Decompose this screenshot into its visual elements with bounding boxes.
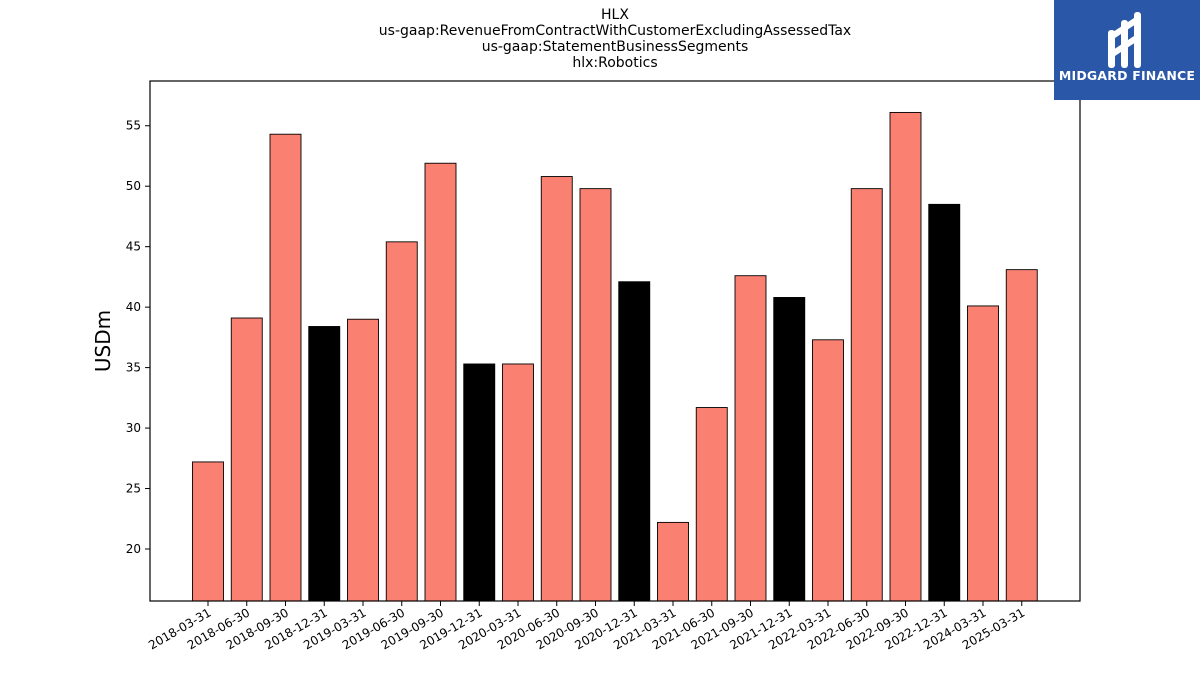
y-tick-label: 20 [126,542,141,556]
bar-2018-09-30 [269,133,302,602]
bar-2020-09-30 [579,188,612,602]
y-tick-label: 40 [126,300,141,314]
bars-group [192,111,1038,602]
title-line-ticker: HLX [601,7,629,23]
y-axis-label: USDm [91,310,115,372]
bar-2021-03-31 [657,521,689,602]
y-tick-label: 35 [126,361,141,375]
bar-2019-09-30 [424,162,457,602]
bar-2022-09-30 [889,111,922,602]
bar-2018-06-30 [230,317,263,602]
bar-2021-06-30 [695,407,728,602]
bar-2025-03-31 [1005,269,1038,602]
bar-2022-12-31 [928,203,961,602]
y-tick-label: 50 [126,179,141,193]
bar-2018-03-31 [192,461,224,602]
bar-2022-06-30 [850,188,883,602]
bar-2019-06-30 [385,241,418,602]
plot-frame [149,80,1081,602]
y-tick-label: 30 [126,421,141,435]
midgard-finance-logo: MIDGARD FINANCE [1054,0,1200,100]
bar-2024-03-31 [967,305,999,602]
y-tick-label: 45 [126,240,141,254]
x-axis-ticks: 2018-03-312018-06-302018-09-302018-12-31… [146,601,1027,652]
y-axis-ticks: 20 25 30 35 40 45 50 55 [126,119,150,556]
title-line-member: hlx:Robotics [572,55,658,71]
bar-2018-12-31 [308,326,341,602]
y-tick-label: 25 [126,482,141,496]
bar-2020-12-31 [618,281,651,602]
bar-2019-03-31 [347,318,379,602]
title-line-concept: us-gaap:RevenueFromContractWithCustomerE… [378,23,852,39]
bar-2019-12-31 [463,363,496,602]
title-line-axis: us-gaap:StatementBusinessSegments [481,39,749,55]
midgard-logo-icon [1108,12,1141,68]
bar-2020-03-31 [502,363,534,602]
bar-2021-09-30 [734,275,767,602]
logo-text: MIDGARD FINANCE [1058,68,1196,83]
y-tick-label: 55 [126,119,141,133]
bar-2020-06-30 [540,176,573,602]
bar-2022-03-31 [812,339,844,602]
bar-2021-12-31 [773,297,806,602]
